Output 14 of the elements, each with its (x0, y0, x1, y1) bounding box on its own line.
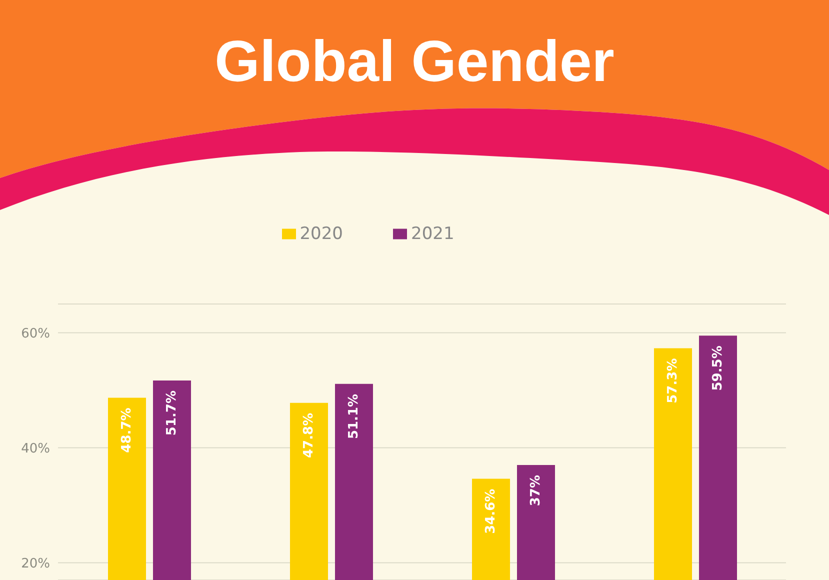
data-label: 37% (528, 475, 544, 506)
data-label: 51.7% (164, 390, 180, 436)
data-label: 47.8% (302, 412, 316, 458)
legend-label: 2020 (300, 224, 343, 244)
data-label: 59.5% (710, 346, 726, 391)
data-label: 57.3% (666, 358, 680, 404)
y-tick-label: 40% (21, 441, 50, 456)
y-tick-label: 60% (21, 326, 50, 342)
chart-title: Global Gender (214, 28, 616, 95)
y-tick-label: 20% (21, 556, 50, 572)
data-label: 48.7% (120, 408, 134, 453)
data-label: 34.6% (484, 488, 498, 534)
legend-label: 2021 (411, 224, 454, 244)
data-label: 51.1% (346, 394, 362, 440)
